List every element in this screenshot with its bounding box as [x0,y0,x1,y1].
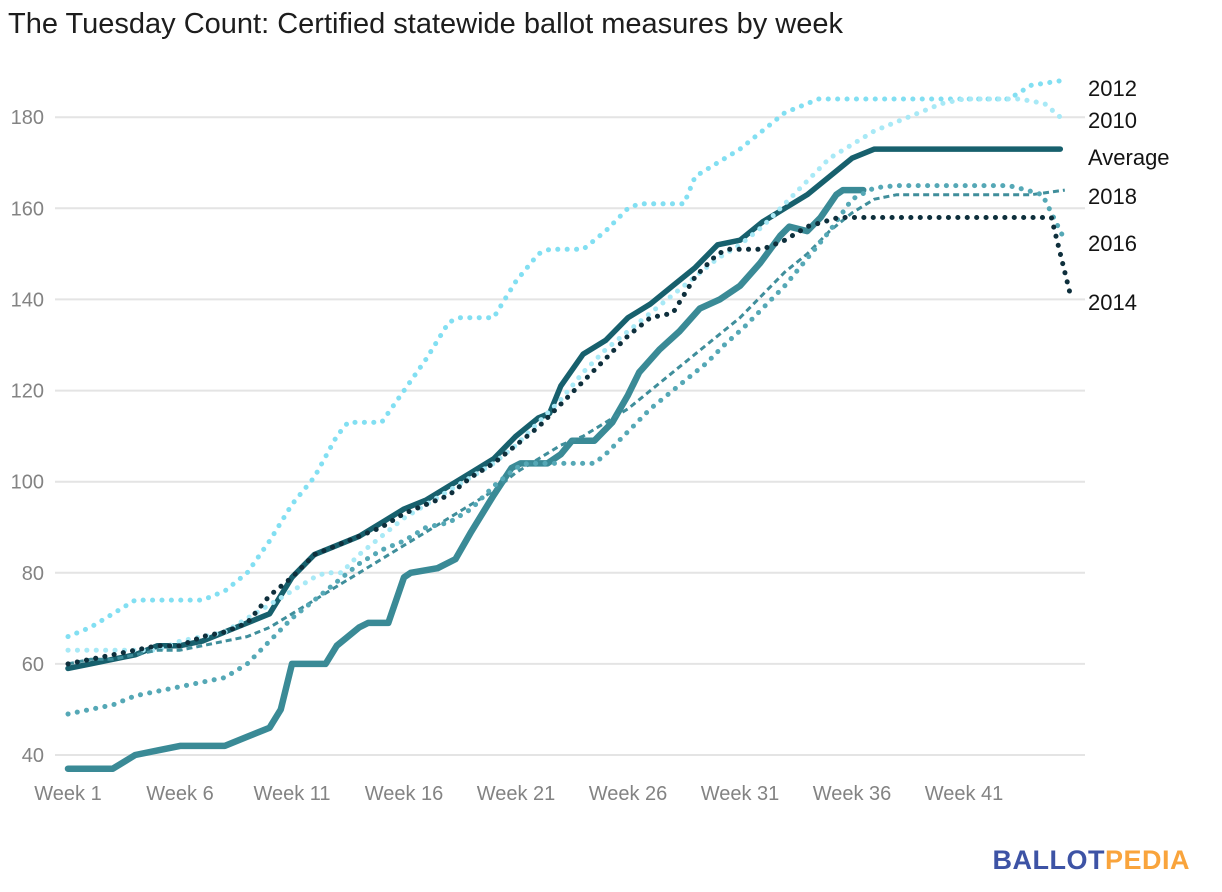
y-tick-label: 40 [22,745,44,767]
y-tick-label: 120 [11,381,44,403]
series-line-2014 [65,215,1074,667]
y-tick-label: 180 [11,107,44,129]
y-tick-label: 160 [11,198,44,220]
x-tick-label: Week 11 [253,783,330,805]
x-tick-label: Week 16 [365,783,444,805]
series-end-label-2018: 2018 [1088,184,1137,209]
chart-title: The Tuesday Count: Certified statewide b… [8,8,843,40]
x-tick-label: Week 21 [477,783,556,805]
series-end-label-2014: 2014 [1088,290,1137,315]
series-line-current [64,186,867,772]
x-tick-label: Week 36 [813,783,892,805]
series-line-2018 [67,188,1066,666]
logo-pedia-text: PEDIA [1104,845,1190,875]
y-tick-label: 140 [11,289,44,311]
x-tick-label: Week 1 [34,783,101,805]
logo-ballot-text: BALLOT [992,845,1105,875]
series-end-label-2016: 2016 [1088,231,1137,256]
ballotpedia-logo: BALLOTPEDIA [992,845,1190,876]
series-line-average [65,146,1064,672]
x-tick-label: Week 41 [925,783,1004,805]
y-tick-label: 80 [22,563,44,585]
series-end-label-2012: 2012 [1088,76,1137,101]
series-line-2016 [65,183,1068,717]
series-line-2012 [65,78,1063,640]
x-tick-label: Week 6 [146,783,213,805]
series-end-label-average: Average [1088,145,1170,170]
x-tick-label: Week 26 [589,783,668,805]
y-tick-label: 100 [11,472,44,494]
x-tick-label: Week 31 [701,783,780,805]
series-end-label-2010: 2010 [1088,108,1137,133]
series-line-2010 [65,96,1063,653]
y-tick-label: 60 [22,654,44,676]
